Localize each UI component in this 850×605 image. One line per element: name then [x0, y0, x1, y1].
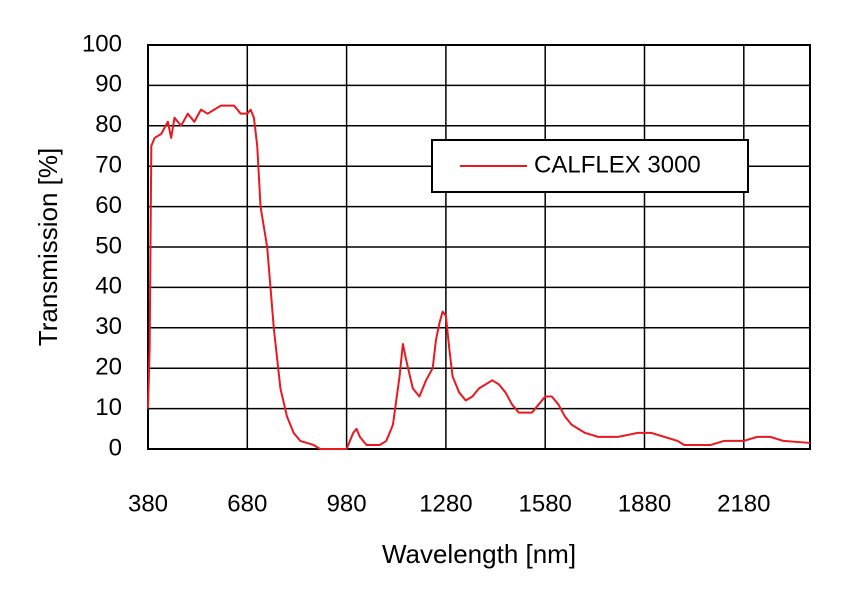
y-tick-label: 80	[95, 111, 122, 138]
y-tick-label: 50	[95, 232, 122, 259]
y-tick-label: 20	[95, 354, 122, 381]
plot-frame	[147, 44, 811, 450]
y-tick-label: 90	[95, 71, 122, 98]
y-axis-title: Transmission [%]	[33, 148, 63, 346]
x-tick-label: 980	[327, 490, 367, 517]
legend: CALFLEX 3000	[431, 139, 749, 193]
y-tick-label: 100	[82, 30, 122, 57]
y-tick-label: 40	[95, 273, 122, 300]
x-tick-label: 380	[128, 490, 168, 517]
x-tick-label: 1880	[618, 490, 671, 517]
y-tick-label: 30	[95, 313, 122, 340]
x-tick-label: 1580	[519, 490, 572, 517]
legend-label: CALFLEX 3000	[534, 151, 701, 178]
y-tick-label: 70	[95, 152, 122, 179]
x-tick-label: 2180	[717, 490, 770, 517]
x-tick-label: 680	[227, 490, 267, 517]
y-tick-label: 60	[95, 192, 122, 219]
x-axis-title: Wavelength [nm]	[382, 539, 576, 569]
x-tick-label: 1280	[419, 490, 472, 517]
data-line	[147, 104, 811, 450]
y-tick-label: 0	[109, 434, 122, 461]
y-tick-label: 10	[95, 394, 122, 421]
